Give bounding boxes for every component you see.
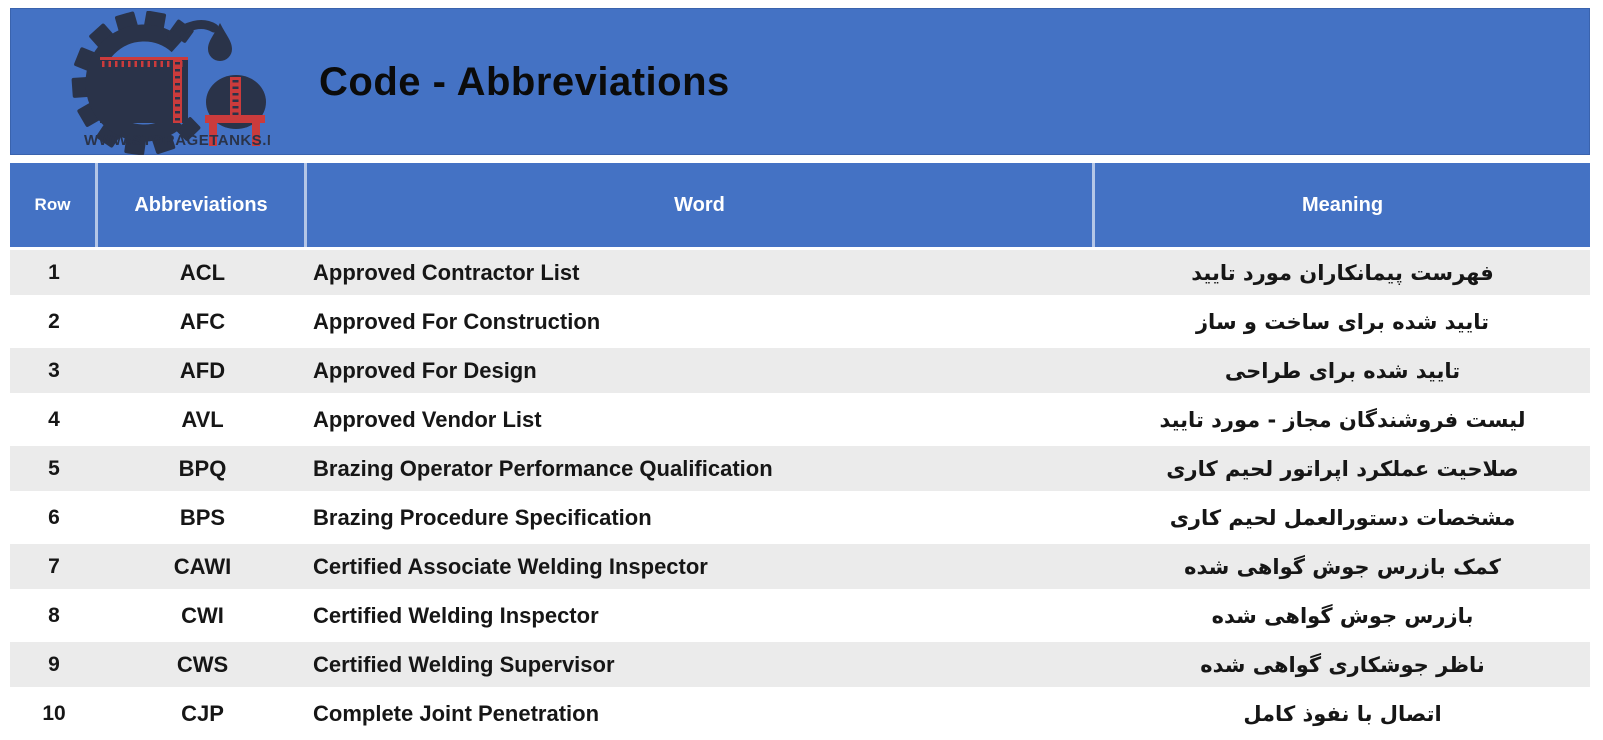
meaning-cell: لیست فروشندگان مجاز - مورد تایید xyxy=(1159,407,1526,432)
table-row: 1 ACL Approved Contractor List فهرست پیم… xyxy=(10,247,1590,296)
row-number-cell: 6 xyxy=(48,505,60,529)
row-number-cell: 10 xyxy=(42,701,66,725)
abbreviation-cell: CAWI xyxy=(173,553,232,579)
word-cell: Approved For Construction xyxy=(313,308,601,334)
meaning-cell: بازرس جوش گواهی شده xyxy=(1211,603,1474,628)
abbreviation-cell: AVL xyxy=(181,406,224,432)
table-row: 5 BPQ Brazing Operator Performance Quali… xyxy=(10,443,1590,492)
abbreviation-cell: AFC xyxy=(179,308,226,334)
table-row: 2 AFC Approved For Construction تایید شد… xyxy=(10,296,1590,345)
word-cell: Certified Welding Inspector xyxy=(313,602,599,628)
row-number-cell: 7 xyxy=(48,554,60,578)
column-header-meaning: Meaning xyxy=(1301,193,1384,216)
meaning-cell: فهرست پیمانکاران مورد تایید xyxy=(1191,260,1494,285)
word-cell: Complete Joint Penetration xyxy=(313,700,600,726)
table-header: Row Abbreviations Word Meaning xyxy=(10,163,1590,247)
abbreviation-cell: ACL xyxy=(179,259,226,285)
table-row: 7 CAWI Certified Associate Welding Inspe… xyxy=(10,541,1590,590)
row-number-cell: 3 xyxy=(48,358,60,382)
row-number-cell: 9 xyxy=(48,652,60,676)
logo-site-text: WWW.STORAGETANKS.ME xyxy=(84,132,270,149)
meaning-cell: ناظر جوشکاری گواهی شده xyxy=(1200,652,1485,677)
table-body: 1 ACL Approved Contractor List فهرست پیم… xyxy=(10,247,1590,737)
banner: WWW.STORAGETANKS.ME Code - Abbreviations xyxy=(10,8,1590,156)
table-row: 8 CWI Certified Welding Inspector بازرس … xyxy=(10,590,1590,639)
word-cell: Brazing Procedure Specification xyxy=(313,504,652,530)
table-row: 3 AFD Approved For Design تایید شده برای… xyxy=(10,345,1590,394)
page-title: Code - Abbreviations xyxy=(319,60,730,104)
word-cell: Certified Associate Welding Inspector xyxy=(313,553,708,579)
word-cell: Approved Vendor List xyxy=(313,406,542,432)
storagetanks-logo: WWW.STORAGETANKS.ME xyxy=(44,10,290,156)
row-number-cell: 5 xyxy=(48,456,60,480)
column-header-abbreviations: Abbreviations xyxy=(98,163,307,247)
word-cell: Brazing Operator Performance Qualificati… xyxy=(313,455,773,481)
word-cell: Approved For Design xyxy=(313,357,537,383)
row-number-cell: 1 xyxy=(48,260,60,284)
table-row: 10 CJP Complete Joint Penetration اتصال … xyxy=(10,688,1590,737)
abbreviation-cell: BPS xyxy=(179,504,226,530)
row-number-cell: 8 xyxy=(48,603,60,627)
row-number-cell: 2 xyxy=(48,309,60,333)
abbreviation-cell: CWI xyxy=(181,602,224,628)
word-cell: Approved Contractor List xyxy=(313,259,580,285)
meaning-cell: مشخصات دستورالعمل لحیم کاری xyxy=(1169,505,1516,530)
meaning-cell: صلاحیت عملکرد اپراتور لحیم کاری xyxy=(1166,456,1519,481)
meaning-cell: اتصال با نفوذ کامل xyxy=(1243,701,1442,726)
abbreviation-cell: CJP xyxy=(181,700,224,726)
row-number-cell: 4 xyxy=(48,407,60,431)
meaning-cell: تایید شده برای طراحی xyxy=(1224,358,1461,383)
word-cell: Certified Welding Supervisor xyxy=(313,651,615,677)
abbreviation-cell: BPQ xyxy=(178,455,227,481)
abbreviation-cell: CWS xyxy=(176,651,229,677)
table-row: 4 AVL Approved Vendor List لیست فروشندگا… xyxy=(10,394,1590,443)
meaning-cell: کمک بازرس جوش گواهی شده xyxy=(1184,554,1501,579)
table-row: 9 CWS Certified Welding Supervisor ناظر … xyxy=(10,639,1590,688)
column-header-row: Row xyxy=(10,163,98,247)
abbreviation-cell: AFD xyxy=(179,357,226,383)
table-row: 6 BPS Brazing Procedure Specification مش… xyxy=(10,492,1590,541)
column-header-word: Word xyxy=(307,163,1095,247)
gear-tanks-logo-icon: WWW.STORAGETANKS.ME xyxy=(71,10,290,156)
meaning-cell: تایید شده برای ساخت و ساز xyxy=(1195,309,1490,334)
